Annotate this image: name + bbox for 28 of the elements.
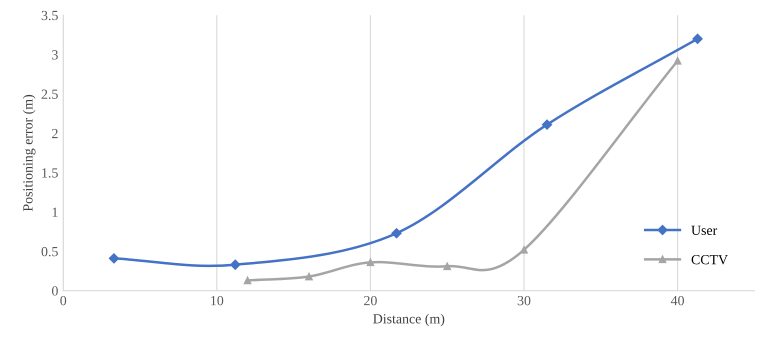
y-tick-label: 2.5 [42,90,58,99]
y-tick-label: 3 [52,50,58,60]
point [443,262,452,270]
point [230,260,240,270]
y-tick-label: 2 [52,128,58,138]
y-tick-label: 0 [52,286,58,296]
point [674,57,682,65]
y-tick-label: 1 [52,208,58,217]
x-tick-label: 0 [60,296,66,306]
y-tick-label: 1.5 [42,168,58,178]
legend-label: User [691,226,718,235]
point [244,276,252,284]
point [542,119,552,130]
x-tick-label: 10 [211,296,224,306]
legend-label: CCTV [692,255,728,264]
x-axis-title: Distance (m) [373,314,444,326]
point [692,34,703,44]
point [391,228,402,238]
point [520,246,528,254]
x-tick-label: 30 [518,296,530,306]
x-tick-label: 40 [670,296,684,306]
y-axis-title: Positioning error (m) [22,94,36,212]
point [366,258,374,266]
y-tick-label: 0.5 [42,246,58,256]
point [305,272,313,280]
y-tick-label: 3.5 [42,10,58,20]
point [108,253,120,264]
x-tick-label: 20 [364,296,377,306]
